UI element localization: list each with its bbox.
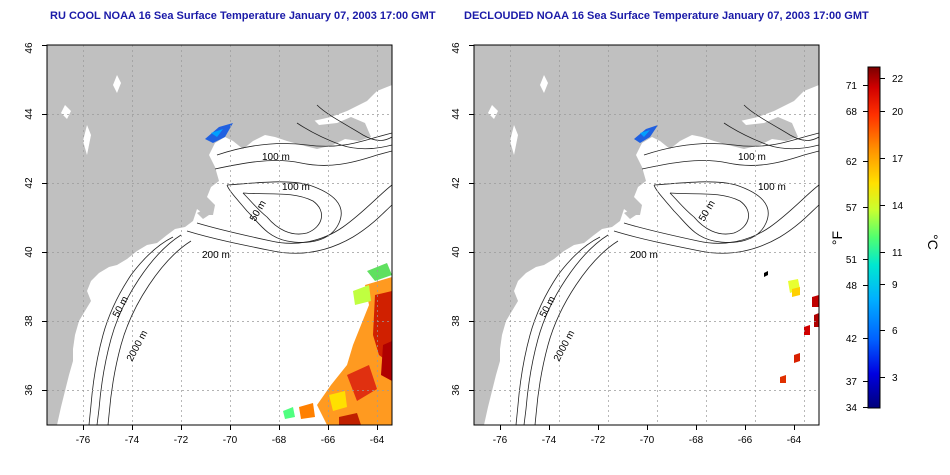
left-lat-tick: 42	[24, 177, 35, 189]
right-lat-tick: 42	[451, 177, 462, 189]
colorbar-f-tick: 37	[846, 377, 858, 388]
left-lat-tick: 40	[24, 246, 35, 258]
right-lat-tick: 38	[451, 315, 462, 327]
left-lat-tick: 38	[24, 315, 35, 327]
left-lat-tick: 46	[24, 42, 35, 54]
left-y-ticks	[42, 45, 47, 391]
right-x-ticks	[500, 425, 795, 430]
right-lat-tick: 40	[451, 246, 462, 258]
right-map-panel: 100 m 100 m 50 m 200 m 50 m 2000 m -76 -…	[451, 42, 820, 446]
colorbar-celsius-label: °C	[925, 234, 941, 250]
contour-label-100m-a: 100 m	[262, 152, 290, 163]
left-lon-tick: -70	[223, 435, 238, 446]
left-lon-tick: -68	[272, 435, 287, 446]
left-lon-tick: -76	[76, 435, 91, 446]
left-lat-tick: 44	[24, 108, 35, 120]
left-lon-tick: -66	[321, 435, 336, 446]
colorbar-c-tick: 3	[892, 373, 898, 384]
left-lon-tick: -64	[370, 435, 385, 446]
right-sst-data	[634, 125, 819, 383]
left-lon-tick: -74	[125, 435, 140, 446]
left-lon-tick: -72	[174, 435, 189, 446]
colorbar-gradient	[867, 66, 881, 409]
colorbar-c-tick: 11	[892, 248, 903, 259]
right-lat-tick: 46	[451, 42, 462, 54]
right-lat-tick: 36	[451, 384, 462, 396]
right-lon-tick: -74	[542, 435, 557, 446]
colorbar-f-tick: 48	[846, 281, 858, 292]
colorbar-c-tick: 6	[892, 326, 898, 337]
colorbar-f-tick: 68	[846, 107, 858, 118]
contour-label-200m: 200 m	[202, 250, 230, 261]
left-lat-tick: 36	[24, 384, 35, 396]
colorbar-c-tick: 14	[892, 201, 904, 212]
colorbar-c-tick: 17	[892, 154, 904, 165]
right-lon-tick: -66	[738, 435, 753, 446]
right-y-ticks	[469, 45, 474, 391]
right-panel-title: DECLOUDED NOAA 16 Sea Surface Temperatur…	[464, 10, 869, 22]
right-lon-tick: -76	[493, 435, 508, 446]
left-map-panel: 100 m 100 m 50 m 200 m 50 m 2000 m -76 -…	[24, 42, 393, 446]
right-lon-tick: -64	[787, 435, 802, 446]
colorbar-c-tick: 20	[892, 107, 904, 118]
left-x-ticks	[83, 425, 378, 430]
left-sst-data	[205, 123, 392, 425]
colorbar-c-tick: 9	[892, 280, 898, 291]
colorbar-f-tick: 42	[846, 334, 858, 345]
right-lon-tick: -68	[689, 435, 704, 446]
contour-label-100m-b: 100 m	[758, 182, 786, 193]
colorbar-f-tick: 57	[846, 203, 858, 214]
colorbar-fahrenheit-label: °F	[829, 231, 845, 245]
colorbar-f-tick: 62	[846, 157, 858, 168]
colorbar: 71 68 62 57 51 48 42 37 34 22 20 17 14 1…	[829, 66, 941, 414]
colorbar-f-tick: 34	[846, 403, 858, 414]
contour-label-100m-a: 100 m	[738, 152, 766, 163]
colorbar-f-tick: 71	[846, 81, 858, 92]
colorbar-c-tick: 22	[892, 74, 904, 85]
contour-label-200m: 200 m	[630, 250, 658, 261]
right-lon-tick: -70	[640, 435, 655, 446]
colorbar-f-tick: 51	[846, 255, 858, 266]
right-lon-tick: -72	[591, 435, 606, 446]
left-panel-title: RU COOL NOAA 16 Sea Surface Temperature …	[50, 10, 436, 22]
right-lat-tick: 44	[451, 108, 462, 120]
contour-label-100m-b: 100 m	[282, 182, 310, 193]
